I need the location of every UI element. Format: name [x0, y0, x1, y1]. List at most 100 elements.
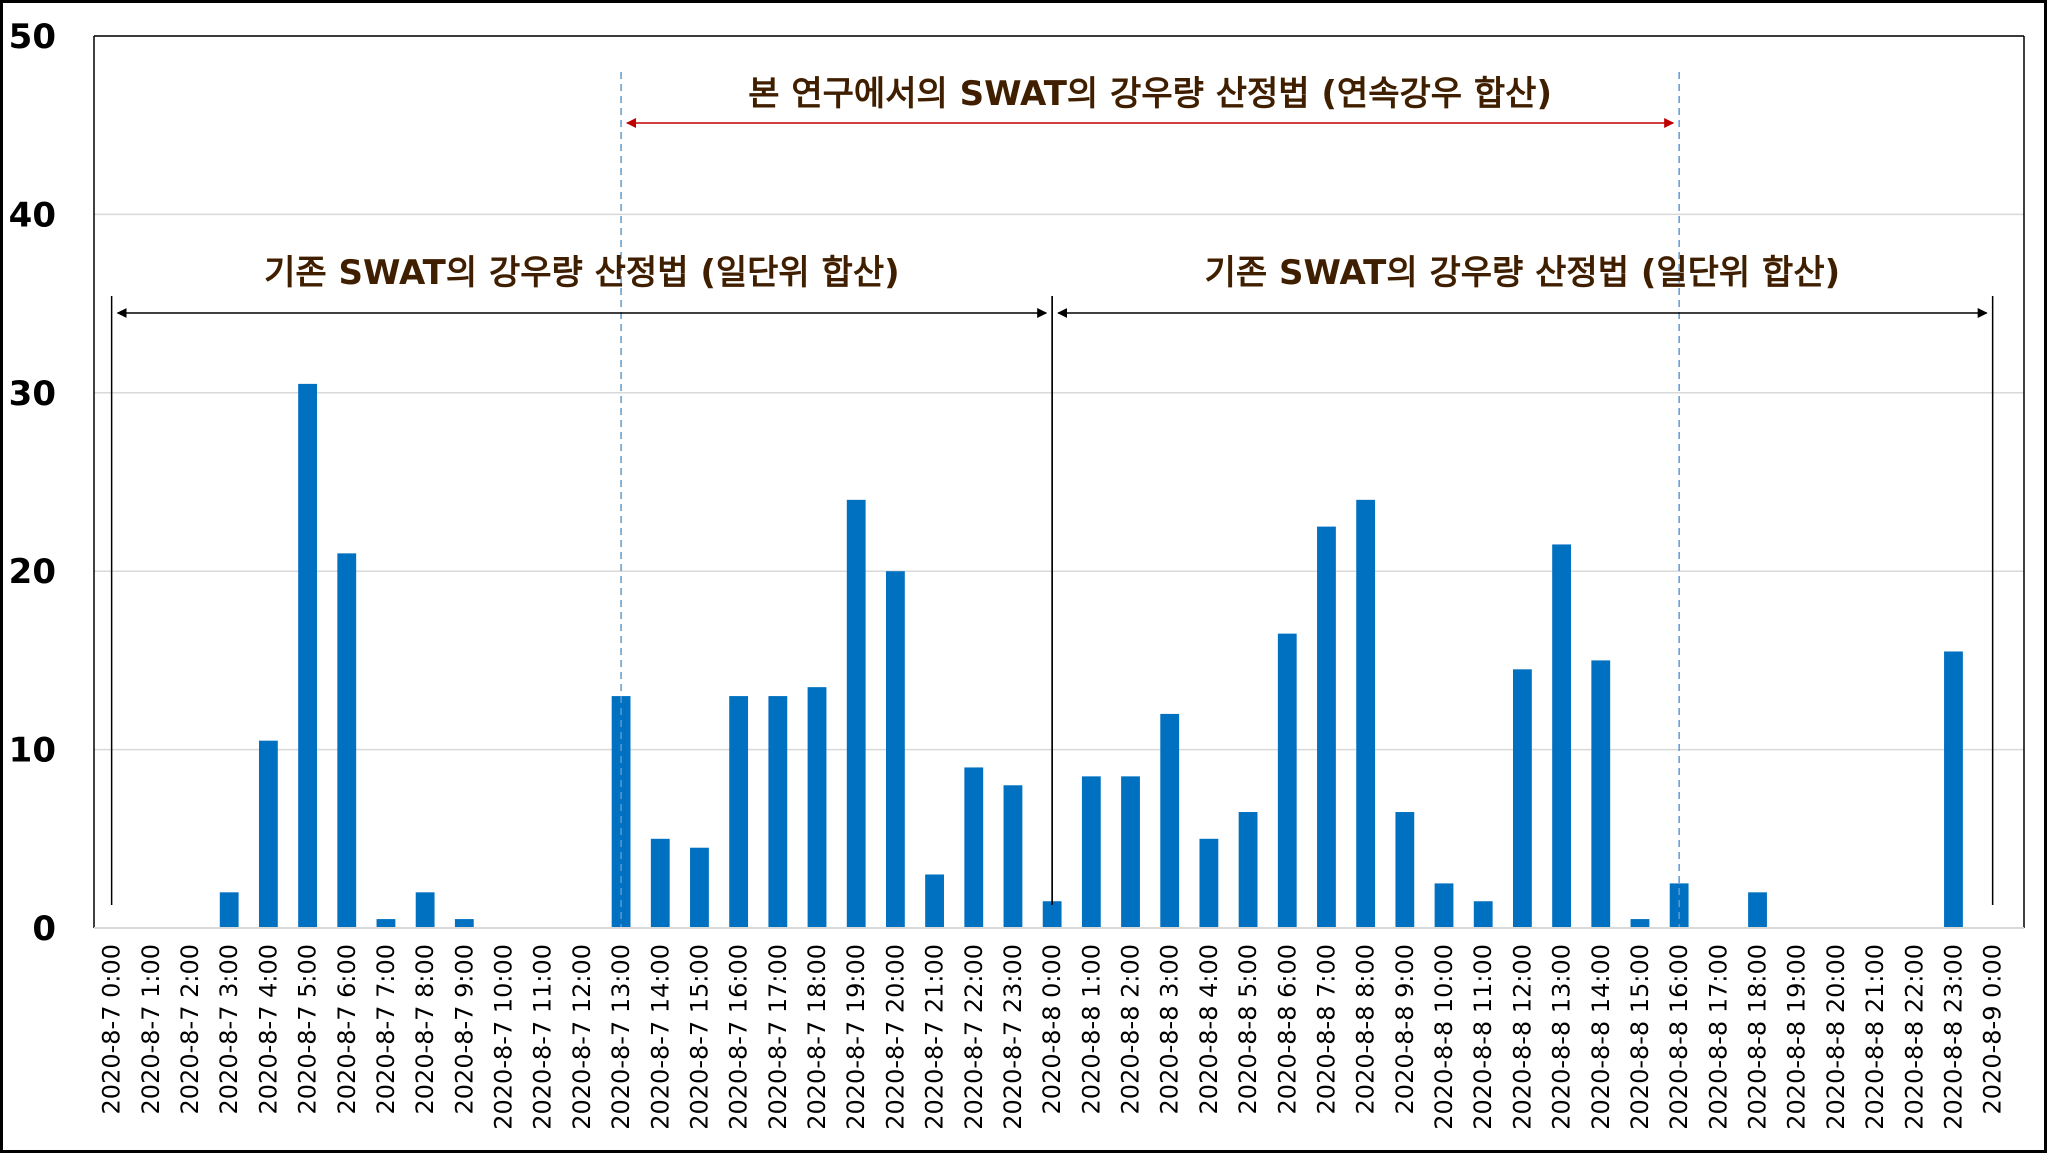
bar — [1944, 651, 1963, 928]
x-tick-label: 2020-8-8 23:00 — [1939, 944, 1967, 1130]
x-tick-label: 2020-8-7 7:00 — [372, 944, 400, 1114]
x-tick-label: 2020-8-7 11:00 — [529, 944, 557, 1130]
x-tick-label: 2020-8-7 10:00 — [490, 944, 518, 1130]
x-tick-label: 2020-8-7 13:00 — [607, 944, 635, 1130]
x-axis-ticks: 2020-8-7 0:00 2020-8-7 1:00 2020-8-7 2:00 2… — [98, 944, 2007, 1130]
x-tick-label: 2020-8-8 19:00 — [1783, 944, 1811, 1130]
x-tick-label: 2020-8-8 3:00 — [1156, 944, 1184, 1114]
bar — [650, 838, 670, 928]
x-tick-label: 2020-8-8 16:00 — [1665, 944, 1693, 1130]
annotations: 본 연구에서의 SWAT의 강우량 산정법 (연속강우 합산) 기존 SWAT의 … — [110, 72, 1994, 928]
x-tick-label: 2020-8-7 3:00 — [215, 944, 243, 1114]
y-tick-label: 50 — [9, 17, 56, 57]
x-tick-label: 2020-8-8 5:00 — [1234, 944, 1262, 1114]
x-tick-label: 2020-8-7 1:00 — [137, 944, 165, 1114]
bar — [1748, 892, 1767, 928]
y-axis-ticks: 0 10 20 30 40 50 — [9, 17, 56, 949]
x-tick-label: 2020-8-8 8:00 — [1352, 944, 1380, 1114]
x-tick-label: 2020-8-7 6:00 — [333, 944, 361, 1114]
bar — [1630, 919, 1650, 928]
bar — [1042, 901, 1062, 928]
bar — [1395, 812, 1415, 928]
x-tick-label: 2020-8-7 17:00 — [764, 944, 792, 1130]
bar — [1434, 883, 1454, 928]
x-tick-label: 2020-8-8 21:00 — [1861, 944, 1889, 1130]
bar — [1512, 669, 1532, 928]
x-tick-label: 2020-8-8 9:00 — [1391, 944, 1419, 1114]
x-tick-label: 2020-8-7 20:00 — [881, 944, 909, 1130]
x-tick-label: 2020-8-8 0:00 — [1038, 944, 1066, 1114]
x-tick-label: 2020-8-9 0:00 — [1979, 944, 2007, 1114]
x-tick-label: 2020-8-8 20:00 — [1822, 944, 1850, 1130]
bar — [611, 696, 631, 928]
y-tick-label: 40 — [9, 195, 56, 235]
y-tick-label: 30 — [9, 374, 56, 414]
x-tick-label: 2020-8-7 5:00 — [294, 944, 322, 1114]
x-tick-label: 2020-8-7 18:00 — [803, 944, 831, 1130]
bar — [1121, 776, 1140, 928]
x-tick-label: 2020-8-7 0:00 — [98, 944, 126, 1114]
bar — [1277, 633, 1297, 928]
bar — [376, 919, 396, 928]
bar — [1238, 812, 1258, 928]
y-tick-label: 10 — [9, 731, 56, 771]
bar — [1473, 901, 1493, 928]
x-tick-label: 2020-8-7 2:00 — [176, 944, 204, 1114]
x-tick-label: 2020-8-8 13:00 — [1548, 944, 1576, 1130]
x-tick-label: 2020-8-8 12:00 — [1508, 944, 1536, 1130]
bar — [258, 740, 278, 928]
bar — [925, 874, 944, 928]
bar — [337, 553, 357, 928]
axes — [93, 35, 2025, 929]
x-tick-label: 2020-8-8 11:00 — [1469, 944, 1497, 1130]
bar — [454, 919, 474, 928]
bar — [1552, 544, 1571, 928]
bar — [1003, 785, 1023, 928]
bar — [219, 892, 239, 928]
bar — [1199, 838, 1219, 928]
x-tick-label: 2020-8-7 14:00 — [646, 944, 674, 1130]
bar — [298, 383, 317, 928]
bar — [1591, 660, 1611, 928]
x-tick-label: 2020-8-8 22:00 — [1900, 944, 1928, 1130]
x-tick-label: 2020-8-7 9:00 — [450, 944, 478, 1114]
range-annotation-label: 본 연구에서의 SWAT의 강우량 산정법 (연속강우 합산) — [748, 74, 1552, 114]
range-annotation-label: 기존 SWAT의 강우량 산정법 (일단위 합산) — [264, 253, 900, 293]
x-tick-label: 2020-8-8 7:00 — [1312, 944, 1340, 1114]
x-tick-label: 2020-8-7 8:00 — [411, 944, 439, 1114]
bar — [1317, 526, 1336, 928]
bar — [1160, 713, 1180, 928]
x-tick-label: 2020-8-8 1:00 — [1077, 944, 1105, 1114]
x-tick-label: 2020-8-7 21:00 — [921, 944, 949, 1130]
x-tick-label: 2020-8-8 4:00 — [1195, 944, 1223, 1114]
x-tick-label: 2020-8-8 6:00 — [1273, 944, 1301, 1114]
bars — [219, 383, 1963, 928]
bar — [885, 571, 905, 928]
x-tick-label: 2020-8-7 23:00 — [999, 944, 1027, 1130]
x-tick-label: 2020-8-7 12:00 — [568, 944, 596, 1130]
x-tick-label: 2020-8-7 22:00 — [960, 944, 988, 1130]
y-tick-label: 20 — [9, 552, 56, 592]
bar — [729, 696, 749, 928]
bar — [1081, 776, 1101, 928]
bar — [415, 892, 435, 928]
bar — [690, 847, 709, 928]
x-tick-label: 2020-8-8 15:00 — [1626, 944, 1654, 1130]
x-tick-label: 2020-8-8 17:00 — [1704, 944, 1732, 1130]
bar — [846, 499, 866, 928]
x-tick-label: 2020-8-8 18:00 — [1744, 944, 1772, 1130]
x-tick-label: 2020-8-7 16:00 — [725, 944, 753, 1130]
x-tick-label: 2020-8-7 4:00 — [254, 944, 282, 1114]
bar — [768, 696, 788, 928]
bar — [1356, 499, 1376, 928]
bar — [807, 687, 827, 928]
y-tick-label: 0 — [32, 909, 56, 949]
x-tick-label: 2020-8-8 14:00 — [1587, 944, 1615, 1130]
x-tick-label: 2020-8-7 15:00 — [685, 944, 713, 1130]
x-tick-label: 2020-8-8 10:00 — [1430, 944, 1458, 1130]
range-annotation-label: 기존 SWAT의 강우량 산정법 (일단위 합산) — [1205, 253, 1841, 293]
x-tick-label: 2020-8-7 19:00 — [842, 944, 870, 1130]
x-tick-label: 2020-8-8 2:00 — [1117, 944, 1145, 1114]
